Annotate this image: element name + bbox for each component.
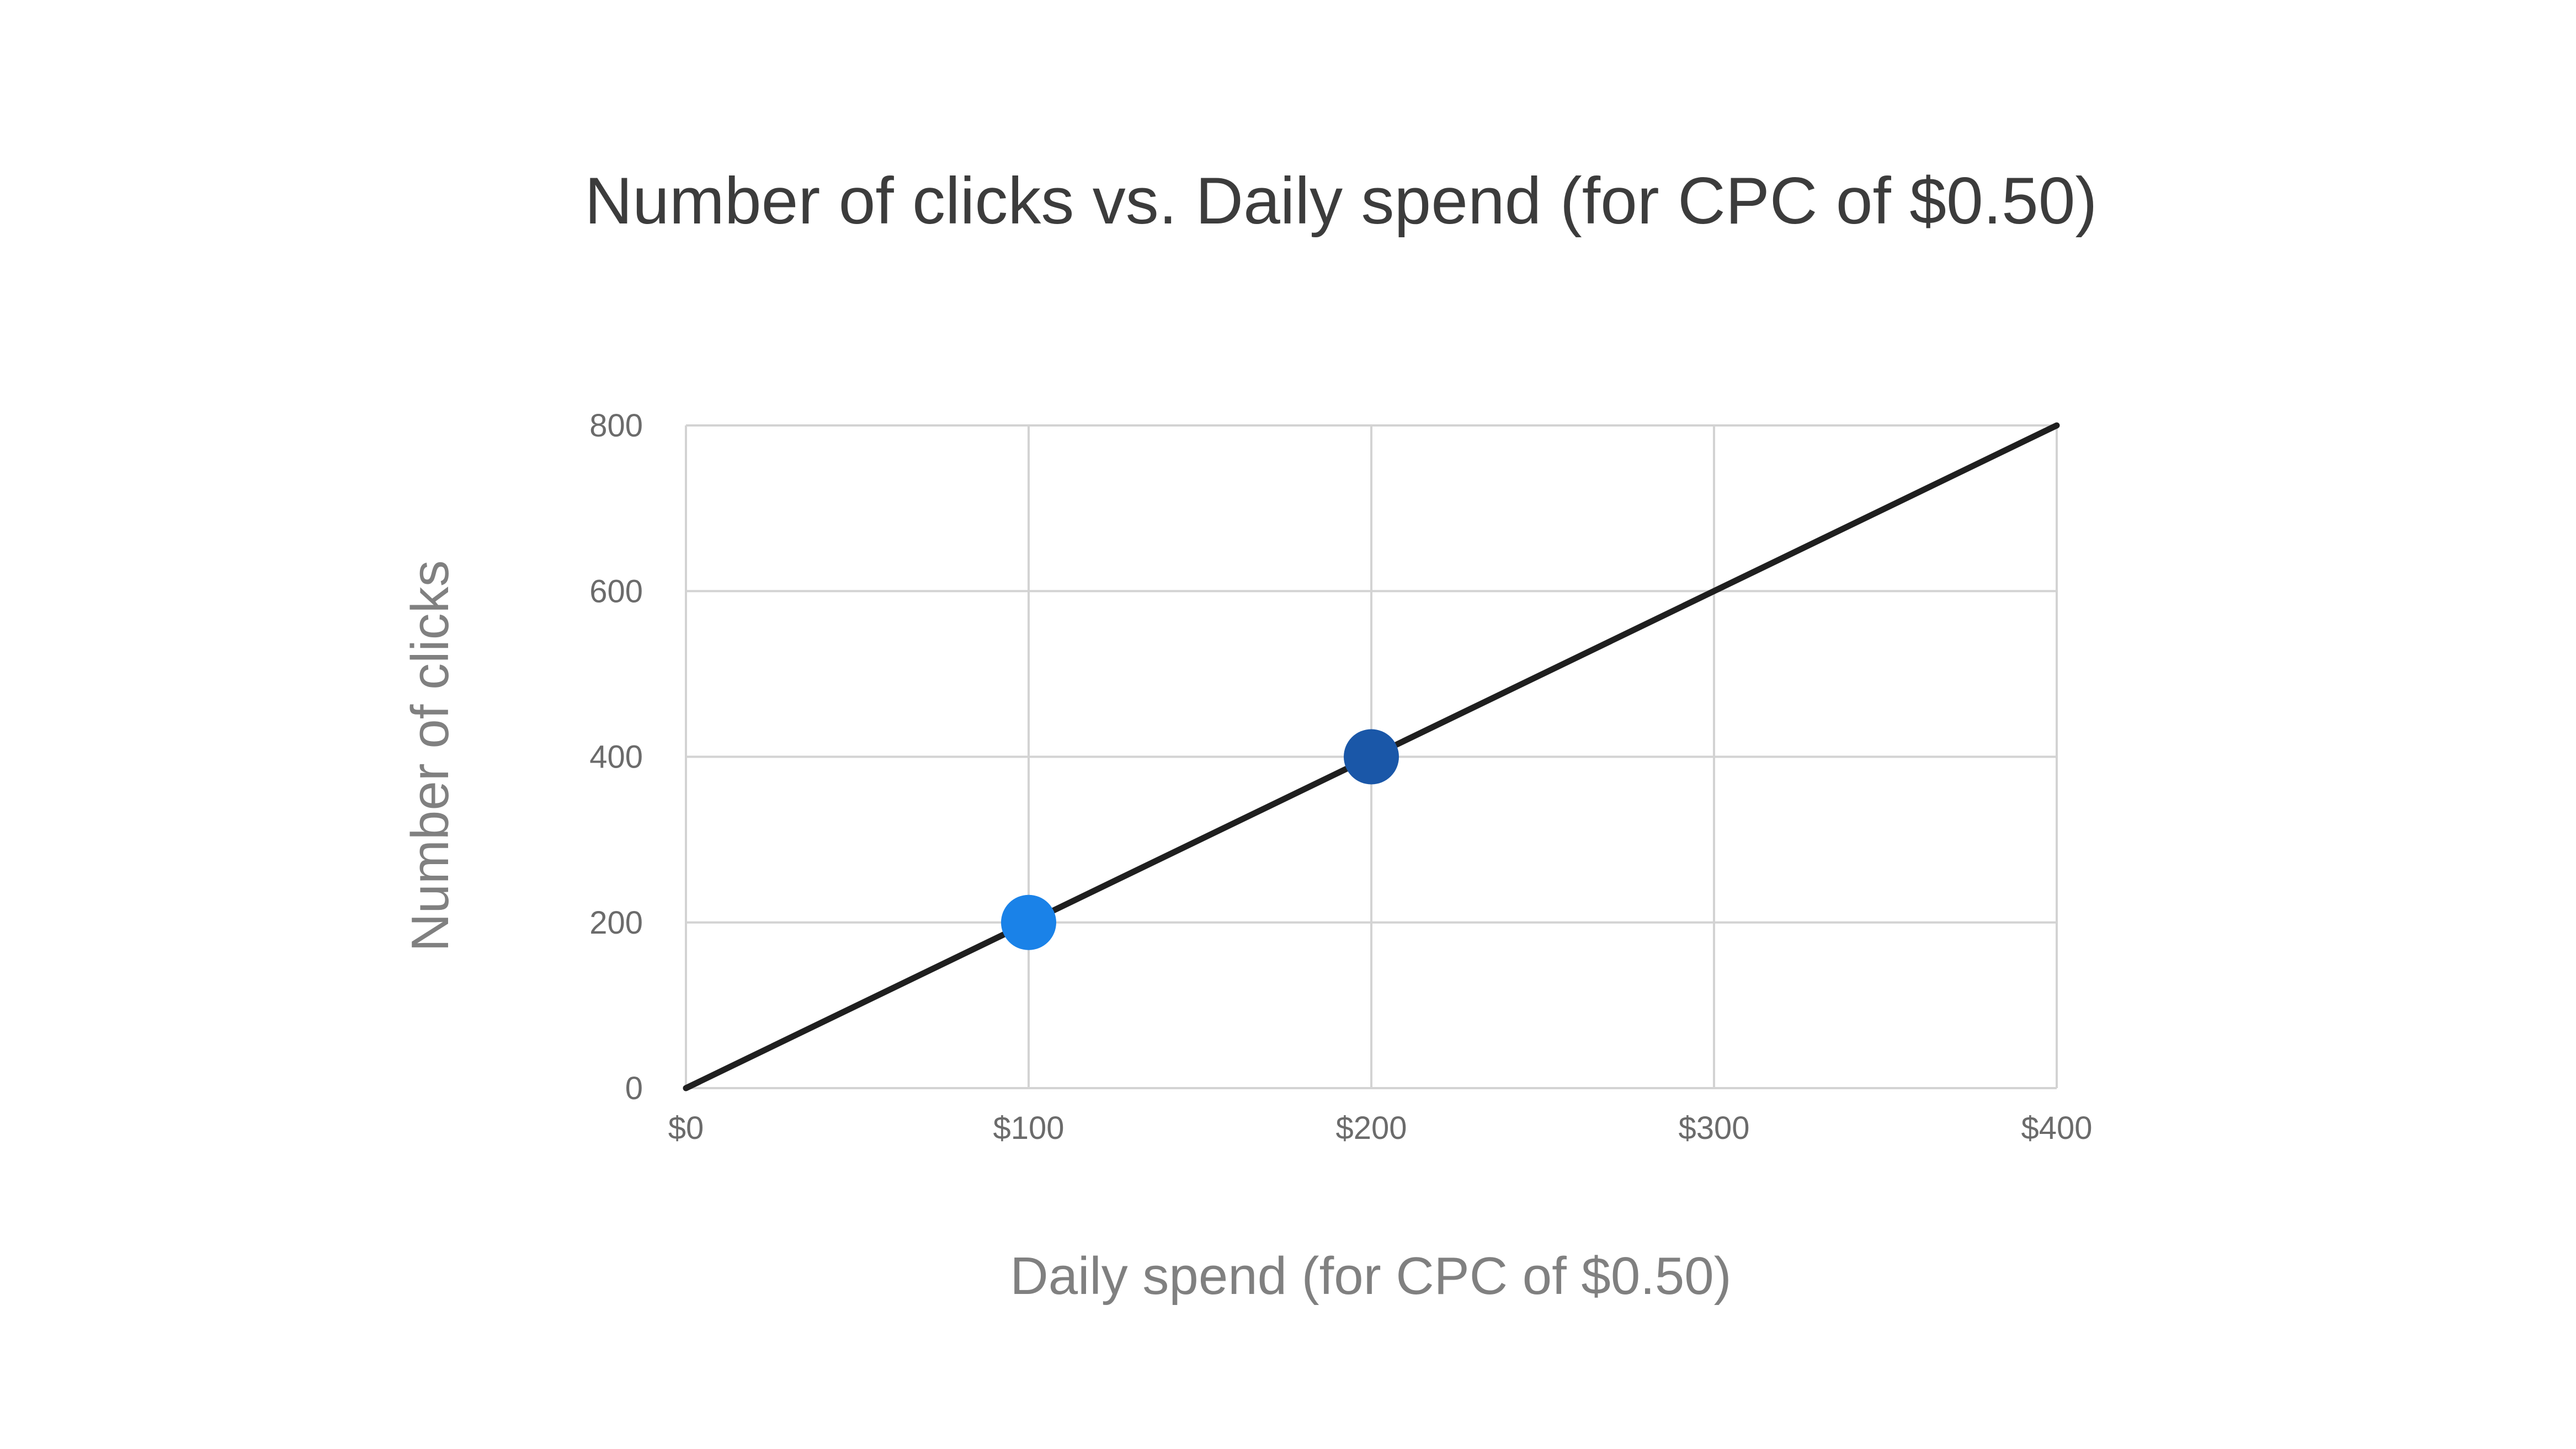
chart-title: Number of clicks vs. Daily spend (for CP… [585, 164, 2098, 238]
y-tick-label: 800 [589, 408, 643, 444]
points-layer [1001, 729, 1399, 950]
data-point [1001, 894, 1056, 950]
plot-grid [685, 424, 2058, 1089]
data-point [1344, 729, 1399, 785]
x-tick-label: $200 [1335, 1110, 1407, 1146]
x-axis-title: Daily spend (for CPC of $0.50) [1010, 1246, 1731, 1306]
y-tick-label: 400 [589, 739, 643, 775]
y-tick-label: 600 [589, 573, 643, 609]
x-tick-label: $400 [2021, 1110, 2092, 1146]
y-tick-label: 0 [625, 1070, 643, 1106]
y-tick-label: 200 [589, 905, 643, 941]
y-axis-title: Number of clicks [401, 560, 460, 952]
x-tick-label: $300 [1678, 1110, 1749, 1146]
tick-labels: $0 $100 $200 $300 $400 0 200 400 600 800 [589, 408, 2092, 1146]
x-tick-label: $0 [668, 1110, 704, 1146]
x-tick-label: $100 [993, 1110, 1064, 1146]
